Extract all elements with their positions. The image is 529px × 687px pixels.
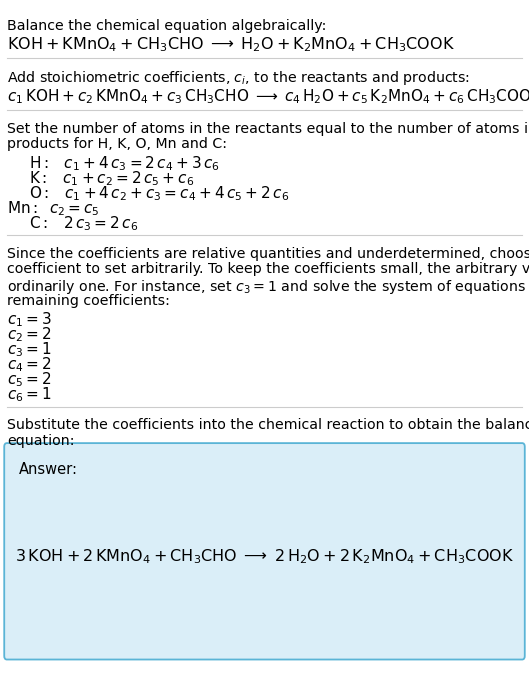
- Text: $c_5 = 2$: $c_5 = 2$: [7, 370, 51, 389]
- Text: $\mathrm{H:}\;\;\; c_1 + 4\,c_3 = 2\,c_4 + 3\,c_6$: $\mathrm{H:}\;\;\; c_1 + 4\,c_3 = 2\,c_4…: [29, 154, 220, 172]
- Text: $\mathrm{C:}\;\;\; 2\,c_3 = 2\,c_6$: $\mathrm{C:}\;\;\; 2\,c_3 = 2\,c_6$: [29, 214, 139, 233]
- Text: Add stoichiometric coefficients, $c_i$, to the reactants and products:: Add stoichiometric coefficients, $c_i$, …: [7, 69, 470, 87]
- Text: $\mathrm{K:}\;\;\; c_1 + c_2 = 2\,c_5 + c_6$: $\mathrm{K:}\;\;\; c_1 + c_2 = 2\,c_5 + …: [29, 169, 194, 188]
- Text: products for H, K, O, Mn and C:: products for H, K, O, Mn and C:: [7, 137, 227, 151]
- Text: $\mathrm{KOH + KMnO_4 + CH_3CHO} \;\longrightarrow\; \mathrm{H_2O + K_2MnO_4 + C: $\mathrm{KOH + KMnO_4 + CH_3CHO} \;\long…: [7, 36, 455, 54]
- Text: ordinarily one. For instance, set $c_3 = 1$ and solve the system of equations fo: ordinarily one. For instance, set $c_3 =…: [7, 278, 529, 296]
- Text: $c_3 = 1$: $c_3 = 1$: [7, 340, 51, 359]
- Text: Set the number of atoms in the reactants equal to the number of atoms in the: Set the number of atoms in the reactants…: [7, 122, 529, 135]
- Text: remaining coefficients:: remaining coefficients:: [7, 294, 170, 308]
- Text: coefficient to set arbitrarily. To keep the coefficients small, the arbitrary va: coefficient to set arbitrarily. To keep …: [7, 262, 529, 276]
- Text: $\mathrm{O:}\;\;\; c_1 + 4\,c_2 + c_3 = c_4 + 4\,c_5 + 2\,c_6$: $\mathrm{O:}\;\;\; c_1 + 4\,c_2 + c_3 = …: [29, 184, 289, 203]
- Text: Answer:: Answer:: [19, 462, 78, 477]
- FancyBboxPatch shape: [4, 443, 525, 660]
- Text: $\mathrm{Mn:}\;\; c_2 = c_5$: $\mathrm{Mn:}\;\; c_2 = c_5$: [7, 199, 99, 218]
- Text: $c_1\,\mathrm{KOH} + c_2\,\mathrm{KMnO_4} + c_3\,\mathrm{CH_3CHO} \;\longrightar: $c_1\,\mathrm{KOH} + c_2\,\mathrm{KMnO_4…: [7, 87, 529, 106]
- Text: $c_2 = 2$: $c_2 = 2$: [7, 325, 51, 344]
- Text: $3\,\mathrm{KOH + 2\,KMnO_4 + CH_3CHO} \;\longrightarrow\; 2\,\mathrm{H_2O} + 2\: $3\,\mathrm{KOH + 2\,KMnO_4 + CH_3CHO} \…: [15, 547, 514, 566]
- Text: Substitute the coefficients into the chemical reaction to obtain the balanced: Substitute the coefficients into the che…: [7, 418, 529, 432]
- Text: equation:: equation:: [7, 434, 75, 448]
- Text: $c_1 = 3$: $c_1 = 3$: [7, 310, 52, 328]
- Text: Balance the chemical equation algebraically:: Balance the chemical equation algebraica…: [7, 19, 326, 33]
- Text: Since the coefficients are relative quantities and underdetermined, choose a: Since the coefficients are relative quan…: [7, 247, 529, 260]
- Text: $c_4 = 2$: $c_4 = 2$: [7, 355, 51, 374]
- Text: $c_6 = 1$: $c_6 = 1$: [7, 385, 51, 404]
